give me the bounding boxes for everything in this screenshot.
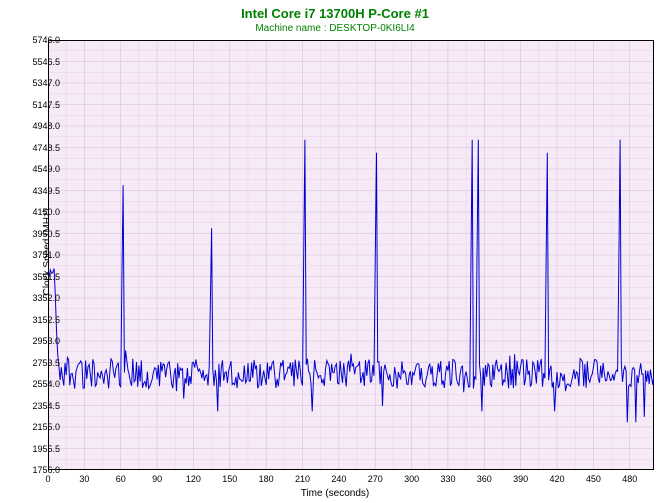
y-tick-label: 2753.5 (32, 358, 60, 368)
chart-title: Intel Core i7 13700H P-Core #1 (0, 0, 670, 21)
x-tick-label: 270 (368, 474, 383, 484)
chart-container: Intel Core i7 13700H P-Core #1 Machine n… (0, 0, 670, 503)
plot-area (48, 40, 654, 470)
y-tick-label: 4549.0 (32, 164, 60, 174)
x-tick-label: 210 (295, 474, 310, 484)
x-tick-label: 300 (404, 474, 419, 484)
x-tick-label: 180 (259, 474, 274, 484)
x-tick-label: 390 (513, 474, 528, 484)
x-tick-label: 0 (45, 474, 50, 484)
y-tick-label: 2953.0 (32, 336, 60, 346)
y-tick-label: 3551.5 (32, 272, 60, 282)
x-axis-label: Time (seconds) (0, 488, 670, 499)
x-tick-label: 360 (477, 474, 492, 484)
x-tick-label: 240 (331, 474, 346, 484)
x-tick-label: 150 (222, 474, 237, 484)
y-tick-label: 4349.5 (32, 186, 60, 196)
y-tick-label: 4748.5 (32, 143, 60, 153)
x-tick-label: 420 (550, 474, 565, 484)
y-tick-label: 5347.0 (32, 78, 60, 88)
y-tick-label: 3950.5 (32, 229, 60, 239)
chart-svg (48, 40, 654, 470)
y-tick-label: 2354.5 (32, 401, 60, 411)
x-tick-label: 120 (186, 474, 201, 484)
x-tick-label: 330 (440, 474, 455, 484)
x-tick-label: 90 (152, 474, 162, 484)
x-tick-label: 60 (116, 474, 126, 484)
y-tick-label: 2155.0 (32, 422, 60, 432)
y-tick-label: 3751.0 (32, 250, 60, 260)
y-tick-label: 5546.5 (32, 57, 60, 67)
y-tick-label: 3352.0 (32, 293, 60, 303)
y-tick-label: 4150.0 (32, 207, 60, 217)
x-tick-label: 30 (79, 474, 89, 484)
y-tick-label: 2554.0 (32, 379, 60, 389)
y-tick-label: 1955.5 (32, 444, 60, 454)
y-tick-label: 5147.5 (32, 100, 60, 110)
chart-subtitle: Machine name : DESKTOP-0KI6LI4 (0, 21, 670, 34)
x-tick-label: 450 (586, 474, 601, 484)
y-tick-label: 5746.0 (32, 35, 60, 45)
y-tick-label: 3152.5 (32, 315, 60, 325)
y-tick-label: 4948.0 (32, 121, 60, 131)
x-tick-label: 480 (622, 474, 637, 484)
